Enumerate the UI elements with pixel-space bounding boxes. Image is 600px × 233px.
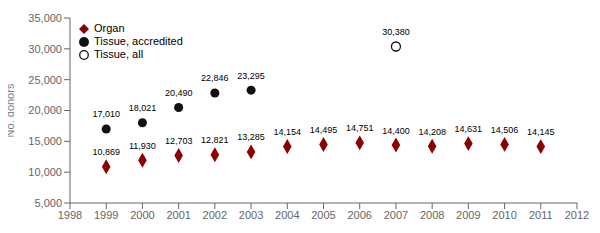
svg-text:17,010: 17,010 (92, 109, 120, 119)
svg-text:5,000: 5,000 (34, 197, 62, 209)
svg-text:10,869: 10,869 (92, 147, 120, 157)
svg-text:1999: 1999 (94, 209, 118, 221)
svg-text:11,930: 11,930 (129, 141, 156, 151)
svg-text:12,703: 12,703 (165, 136, 193, 146)
svg-text:14,495: 14,495 (310, 125, 338, 135)
svg-text:No. donors: No. donors (8, 83, 16, 137)
html-text:Tissue, accredited: Tissue, accredited (94, 35, 183, 47)
svg-text:14,506: 14,506 (491, 125, 519, 135)
svg-text:14,631: 14,631 (455, 124, 483, 134)
svg-text:2011: 2011 (529, 209, 553, 221)
svg-text:20,490: 20,490 (165, 88, 193, 98)
svg-text:14,751: 14,751 (346, 123, 374, 133)
svg-text:2009: 2009 (456, 209, 480, 221)
svg-text:12,821: 12,821 (201, 135, 229, 145)
svg-text:15,000: 15,000 (28, 135, 62, 147)
svg-text:30,380: 30,380 (382, 27, 410, 37)
svg-text:14,400: 14,400 (382, 126, 410, 136)
svg-text:14,145: 14,145 (527, 127, 555, 137)
html-text:Tissue, all: Tissue, all (94, 48, 144, 60)
svg-text:2002: 2002 (203, 209, 227, 221)
svg-text:25,000: 25,000 (28, 74, 62, 86)
svg-text:2006: 2006 (347, 209, 371, 221)
svg-text:2010: 2010 (492, 209, 516, 221)
svg-text:2008: 2008 (420, 209, 444, 221)
svg-text:2003: 2003 (239, 209, 263, 221)
svg-text:2012: 2012 (565, 209, 589, 221)
svg-text:22,846: 22,846 (201, 73, 229, 83)
svg-text:2000: 2000 (130, 209, 154, 221)
svg-text:2005: 2005 (311, 209, 335, 221)
html-text:Organ: Organ (94, 22, 125, 34)
svg-text:20,000: 20,000 (28, 104, 62, 116)
svg-text:30,000: 30,000 (28, 43, 62, 55)
svg-text:10,000: 10,000 (28, 166, 62, 178)
svg-text:14,154: 14,154 (274, 127, 302, 137)
svg-text:1998: 1998 (58, 209, 82, 221)
svg-text:2001: 2001 (166, 209, 190, 221)
svg-text:2007: 2007 (384, 209, 408, 221)
svg-text:23,295: 23,295 (237, 71, 265, 81)
svg-text:18,021: 18,021 (129, 103, 157, 113)
svg-text:13,285: 13,285 (237, 132, 265, 142)
svg-text:2004: 2004 (275, 209, 299, 221)
svg-text:35,000: 35,000 (28, 12, 62, 24)
svg-text:14,208: 14,208 (418, 127, 446, 137)
